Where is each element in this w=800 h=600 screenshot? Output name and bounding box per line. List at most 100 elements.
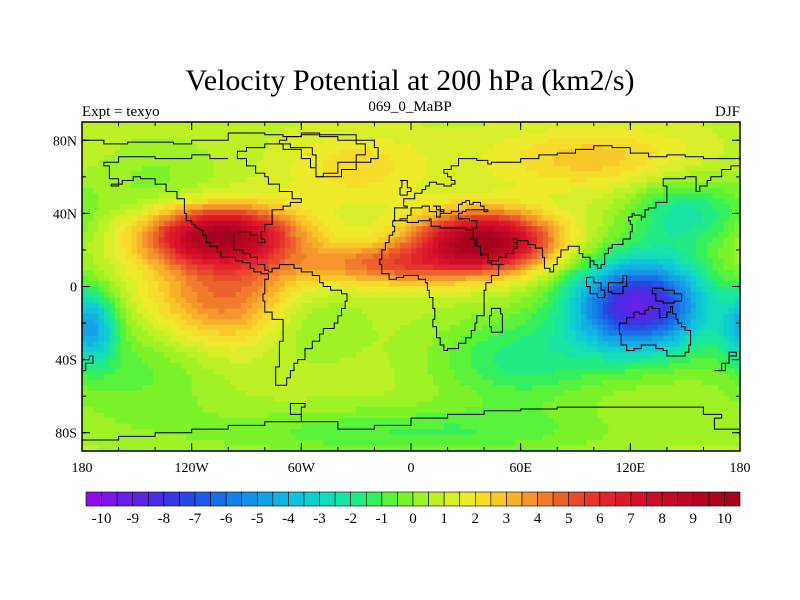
field-cell (191, 154, 198, 161)
field-cell (641, 182, 648, 189)
field-cell (465, 138, 472, 145)
field-cell (158, 122, 165, 129)
field-cell (531, 302, 538, 310)
field-cell (570, 143, 577, 151)
field-cell (591, 319, 599, 326)
field-cell (575, 270, 582, 277)
field-cell (520, 122, 527, 129)
field-cell (301, 237, 308, 244)
field-cell (707, 165, 714, 172)
field-cell (356, 346, 363, 353)
field-cell (542, 138, 549, 145)
field-cell (729, 308, 736, 315)
field-cell (548, 281, 555, 288)
field-cell (202, 281, 209, 288)
field-cell (246, 330, 253, 337)
field-cell (701, 313, 708, 320)
field-cell (531, 281, 538, 288)
field-cell (230, 313, 237, 320)
field-cell (707, 248, 714, 255)
field-cell (268, 198, 275, 205)
field-cell (87, 226, 94, 233)
field-cell (295, 335, 302, 342)
field-cell (356, 319, 363, 326)
field-cell (487, 248, 494, 255)
field-cell (284, 132, 291, 140)
field-cell (290, 291, 297, 299)
field-cell (624, 193, 631, 200)
field-cell (82, 281, 89, 288)
field-cell (306, 275, 313, 282)
field-cell (646, 341, 653, 348)
field-cell (432, 319, 440, 326)
field-cell (509, 313, 516, 320)
field-cell (153, 220, 160, 227)
field-cell (449, 143, 456, 151)
field-cell (279, 324, 286, 331)
field-cell (147, 154, 154, 161)
field-cell (82, 237, 89, 244)
field-cell (504, 204, 511, 211)
field-cell (142, 182, 149, 189)
field-cell (290, 182, 297, 189)
field-cell (427, 138, 434, 145)
field-cell (367, 313, 374, 320)
field-cell (241, 308, 248, 315)
field-cell (367, 171, 374, 178)
field-cell (356, 237, 363, 244)
field-cell (394, 215, 401, 222)
field-cell (208, 346, 215, 353)
field-cell (504, 248, 511, 255)
field-cell (696, 154, 703, 161)
field-cell (98, 132, 105, 140)
field-cell (438, 330, 445, 337)
field-cell (701, 324, 708, 331)
field-cell (526, 127, 533, 134)
field-cell (235, 220, 242, 227)
field-cell (334, 187, 341, 194)
field-cell (383, 138, 390, 145)
field-cell (125, 160, 132, 167)
field-cell (339, 165, 346, 172)
field-cell (241, 324, 248, 331)
field-cell (224, 143, 231, 151)
field-cell (372, 242, 379, 249)
field-cell (301, 138, 308, 145)
field-cell (224, 165, 231, 172)
field-cell (493, 176, 500, 183)
field-cell (520, 198, 527, 205)
field-cell (723, 324, 730, 331)
field-cell (641, 242, 648, 249)
field-cell (153, 319, 160, 326)
field-cell (548, 324, 555, 331)
field-cell (608, 330, 615, 337)
field-cell (411, 193, 418, 200)
field-cell (405, 231, 412, 238)
field-cell (619, 259, 626, 266)
field-cell (465, 231, 472, 238)
field-cell (350, 122, 357, 129)
field-cell (421, 281, 429, 288)
field-cell (559, 122, 566, 129)
field-cell (685, 122, 692, 129)
field-cell (241, 259, 248, 266)
field-cell (580, 154, 588, 161)
field-cell (674, 308, 681, 315)
field-cell (262, 143, 270, 151)
field-cell (334, 330, 341, 337)
field-cell (476, 226, 483, 233)
field-cell (142, 160, 149, 167)
field-cell (109, 176, 116, 183)
field-cell (312, 138, 319, 145)
field-cell (219, 275, 226, 282)
field-cell (136, 149, 143, 156)
field-cell (515, 187, 522, 194)
field-cell (718, 132, 725, 140)
field-cell (169, 193, 176, 200)
field-cell (405, 297, 412, 304)
field-cell (290, 302, 297, 310)
field-cell (718, 335, 725, 342)
field-cell (707, 127, 714, 134)
field-cell (411, 341, 418, 348)
field-cell (586, 242, 593, 249)
